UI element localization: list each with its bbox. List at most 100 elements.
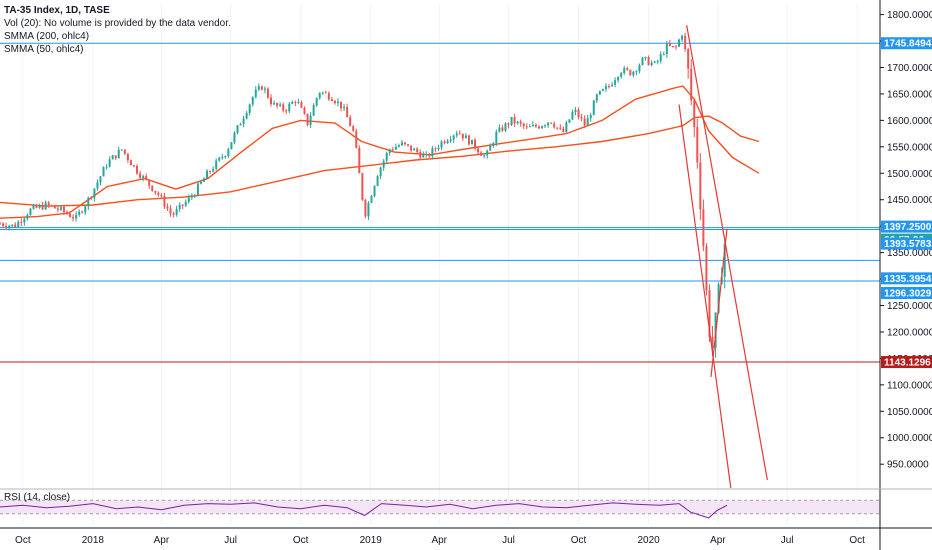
level-tag-1393: 1393.5783: [884, 239, 932, 250]
y-tick-label: 1200.0000: [887, 327, 932, 338]
price-candle-body: [29, 208, 32, 215]
price-candle-body: [723, 244, 726, 277]
price-candle-body: [358, 147, 361, 174]
price-candle-body: [78, 211, 81, 215]
price-candle-body: [5, 225, 8, 228]
price-candle-body: [684, 35, 687, 50]
price-candle-body: [233, 132, 236, 143]
price-candle-body: [102, 167, 105, 177]
y-tick-label: 950.0000: [887, 460, 929, 471]
price-candle-body: [583, 118, 586, 126]
price-candle-body: [388, 149, 391, 153]
price-candle-body: [187, 197, 190, 202]
price-candle-body: [580, 117, 583, 119]
price-candle-body: [641, 57, 644, 66]
price-candle-body: [547, 122, 550, 126]
price-candle-body: [333, 100, 336, 104]
price-candle-body: [279, 104, 282, 106]
price-candle-body: [160, 194, 163, 197]
price-candle-body: [635, 71, 638, 73]
price-candle-body: [288, 103, 291, 112]
price-candle-body: [221, 157, 224, 159]
price-candle-body: [169, 208, 172, 214]
price-candle-body: [364, 199, 367, 217]
x-tick-label: Oct: [15, 535, 31, 546]
price-candle-body: [556, 127, 559, 129]
price-candle-body: [553, 123, 556, 128]
price-candle-body: [626, 68, 629, 70]
price-candle-body: [203, 178, 206, 182]
price-candle-body: [629, 69, 632, 76]
price-candle-body: [242, 118, 245, 125]
price-candle-body: [644, 57, 647, 59]
price-candle-body: [90, 197, 93, 199]
price-candle-body: [151, 185, 154, 192]
price-candle-body: [114, 155, 117, 159]
price-candle-body: [26, 214, 29, 219]
price-candle-body: [367, 202, 370, 217]
price-candle-body: [431, 148, 434, 157]
price-candle-body: [413, 148, 416, 151]
price-candle-body: [343, 107, 346, 109]
price-candle-body: [215, 160, 218, 170]
price-candle-body: [434, 148, 437, 150]
price-candle-body: [702, 209, 705, 247]
y-tick-label: 1350.0000: [887, 248, 932, 259]
price-candle-body: [656, 61, 659, 63]
price-candle-body: [674, 46, 677, 48]
price-candle-body: [148, 179, 151, 186]
price-candle-body: [349, 117, 352, 127]
price-candle-body: [632, 71, 635, 76]
price-candle-body: [199, 181, 202, 184]
price-candle-body: [495, 131, 498, 144]
price-candle-body: [717, 284, 720, 313]
y-tick-label: 1050.0000: [887, 407, 932, 418]
price-candle-body: [361, 173, 364, 200]
price-candle-body: [270, 97, 273, 105]
price-candle-body: [65, 211, 68, 214]
price-candle-body: [693, 100, 696, 128]
legend-title: TA-35 Index, 1D, TASE: [4, 5, 110, 16]
price-candle-body: [659, 54, 662, 62]
price-candle-body: [294, 101, 297, 103]
y-tick-label: 1550.0000: [887, 142, 932, 153]
price-candle-body: [461, 133, 464, 139]
price-candle-body: [23, 218, 26, 223]
price-candle-body: [17, 221, 20, 228]
price-candle-body: [690, 68, 693, 101]
price-candle-body: [428, 153, 431, 157]
level-tag-1296: 1296.3029: [884, 289, 932, 300]
price-candle-body: [84, 206, 87, 213]
level-tag-1143-box: [881, 356, 932, 369]
price-candle-body: [20, 221, 23, 223]
price-candle-body: [227, 149, 230, 157]
price-candle-body: [440, 141, 443, 148]
price-candle-body: [132, 165, 135, 167]
price-candle-body: [376, 176, 379, 186]
price-candle-body: [166, 206, 169, 209]
price-candle-body: [565, 122, 568, 132]
price-candle-body: [455, 133, 458, 136]
price-candle-body: [586, 118, 589, 126]
x-tick-label: Jul: [224, 535, 237, 546]
price-candle-body: [230, 142, 233, 150]
price-candle-body: [72, 217, 75, 219]
price-candle-body: [14, 224, 17, 228]
chart-legend: TA-35 Index, 1D, TASE Vol (20): No volum…: [4, 4, 231, 56]
price-candle-body: [81, 211, 84, 213]
price-candle-body: [142, 175, 145, 178]
price-candle-body: [44, 202, 47, 210]
price-candle-body: [544, 125, 547, 127]
price-candle-body: [129, 160, 132, 166]
price-candle-body: [492, 143, 495, 146]
price-candle-body: [403, 142, 406, 145]
price-candle-body: [263, 88, 266, 90]
price-candle-body: [598, 90, 601, 95]
price-candle-body: [653, 61, 656, 63]
price-candle-body: [467, 135, 470, 145]
price-candle-body: [614, 80, 617, 85]
trend-line: [678, 104, 732, 489]
price-candle-body: [681, 35, 684, 40]
